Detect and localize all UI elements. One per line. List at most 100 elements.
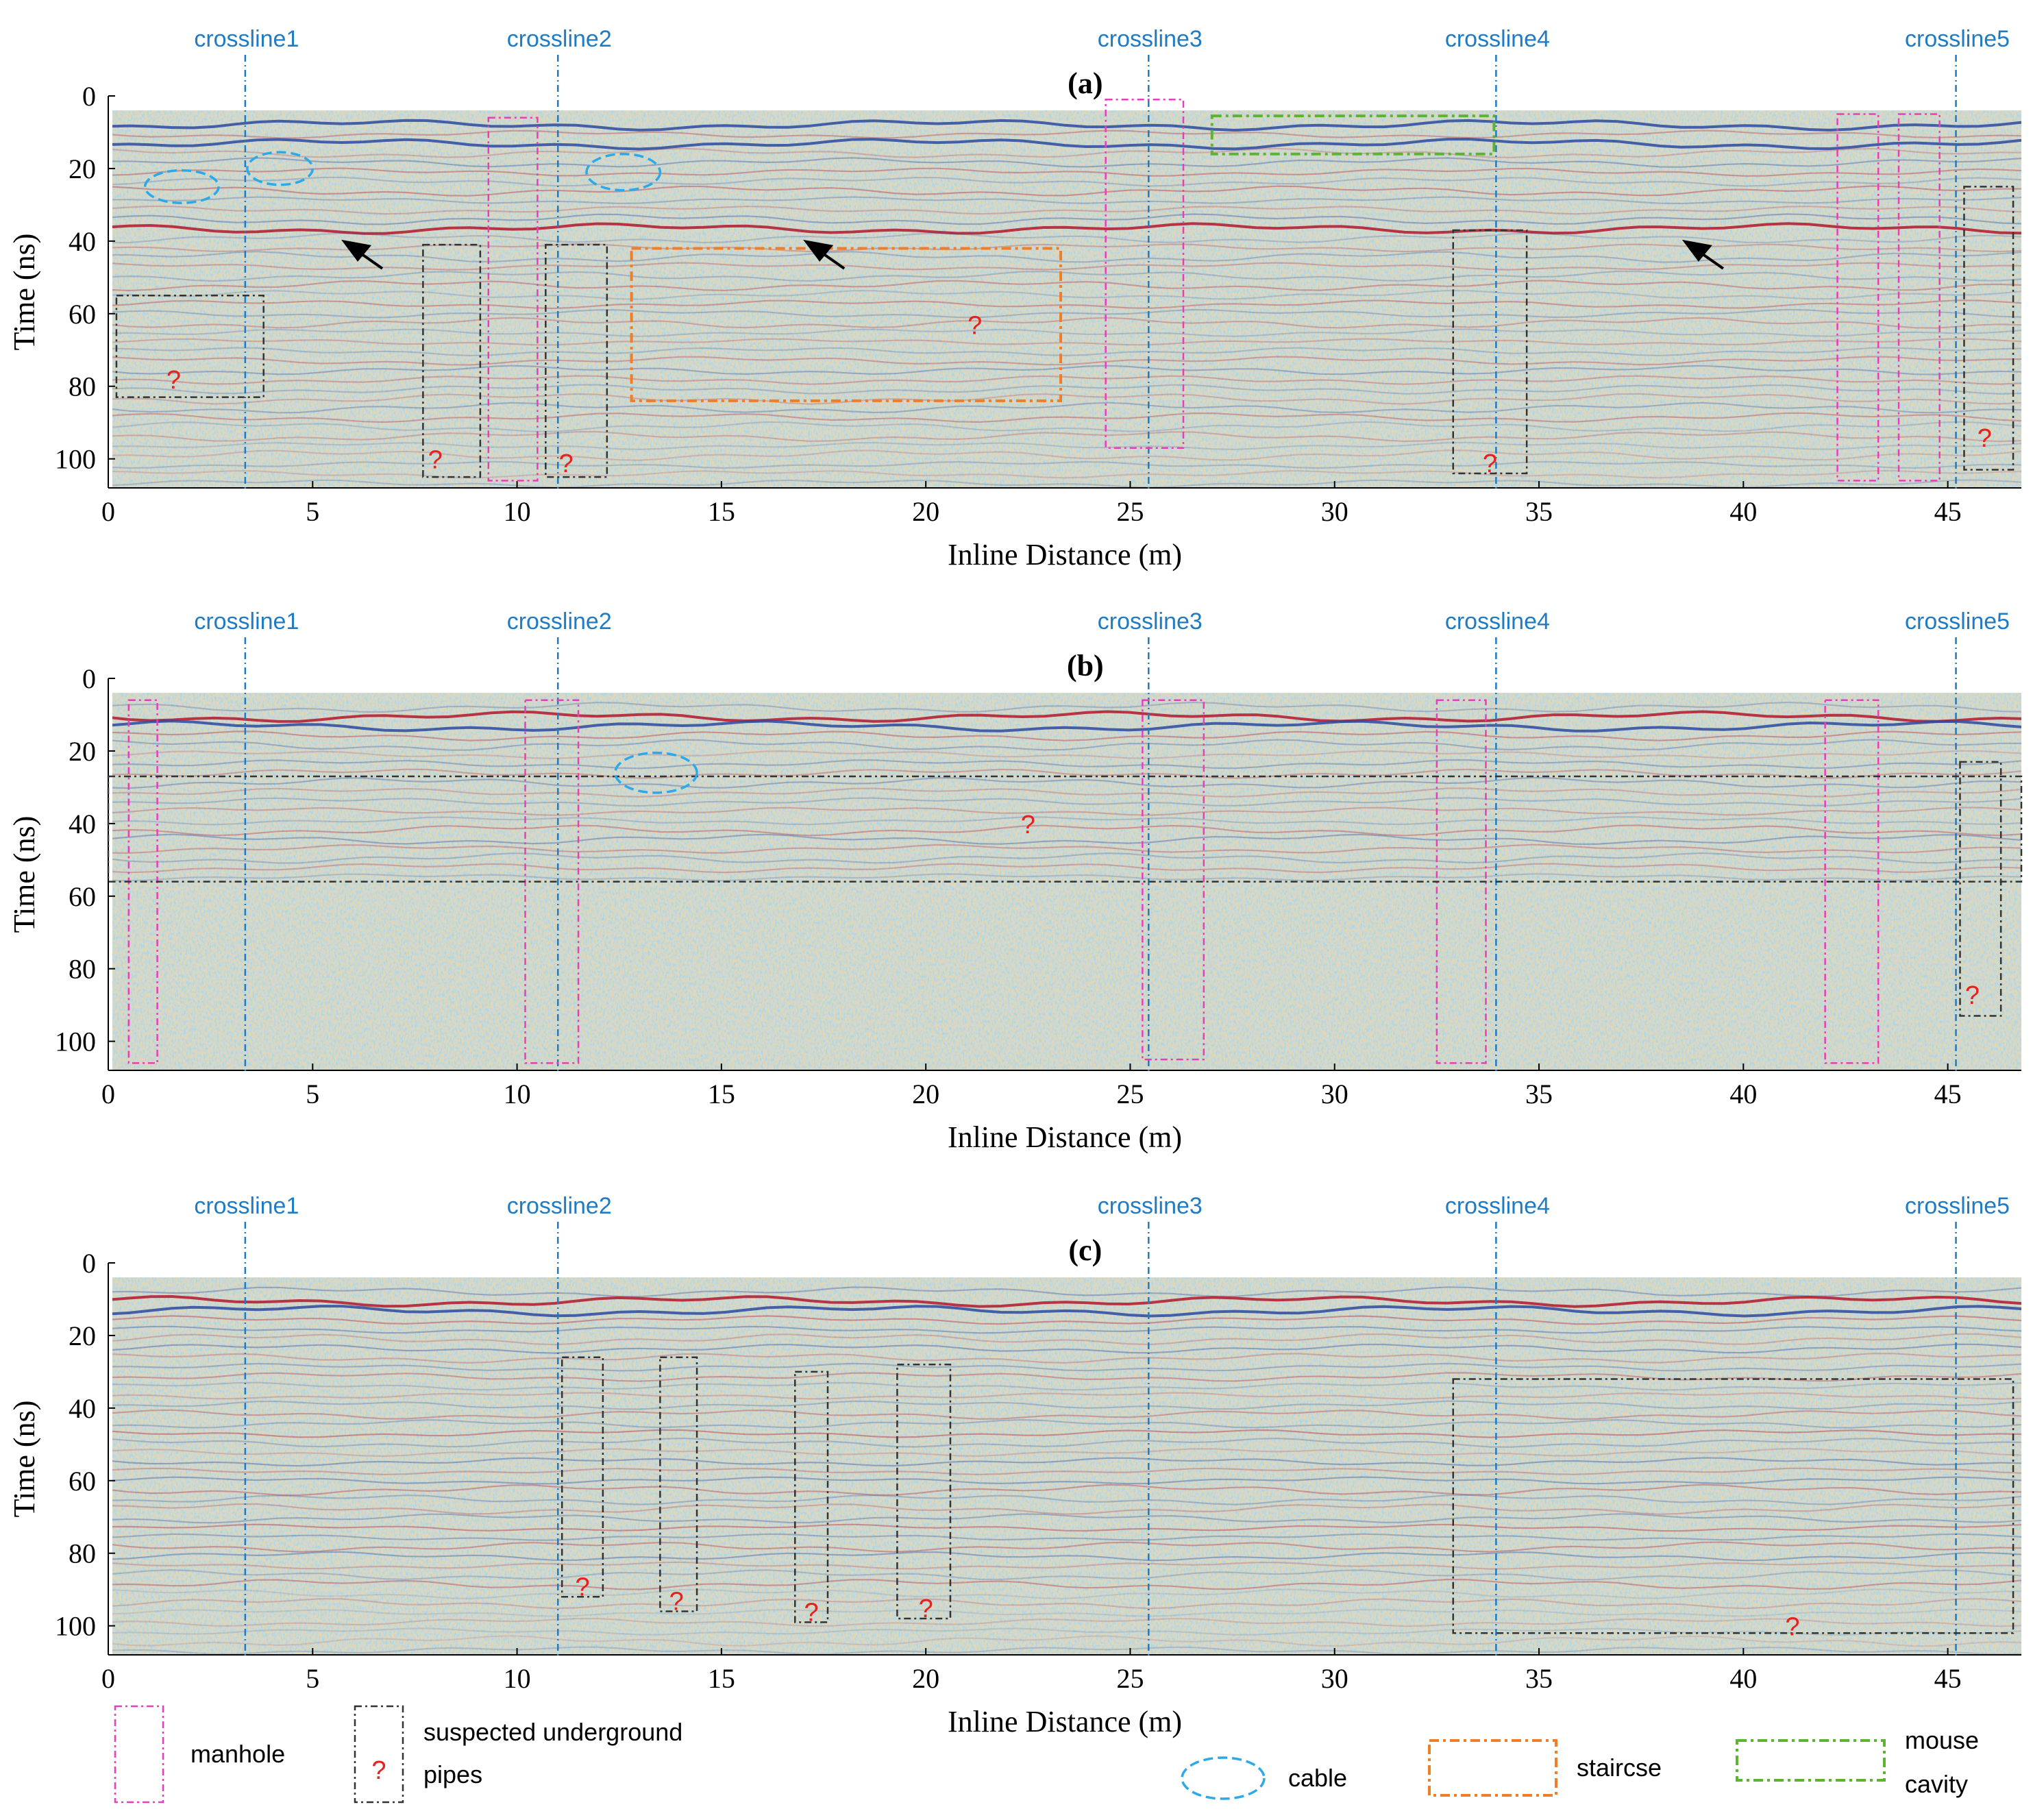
reflector-band bbox=[112, 441, 2021, 451]
arrow-head bbox=[803, 239, 834, 262]
reflector-band bbox=[112, 1437, 2021, 1448]
reflector-band bbox=[112, 750, 2021, 760]
x-tick-label: 10 bbox=[504, 1663, 531, 1694]
x-tick-label: 45 bbox=[1934, 1079, 1962, 1109]
pipe-box bbox=[1452, 1378, 2014, 1634]
reflector-band bbox=[112, 1447, 2021, 1458]
arrow-head bbox=[341, 239, 372, 262]
y-axis-title: Time (ns) bbox=[8, 1401, 41, 1518]
legend-pipe-label-line1: suspected underground bbox=[423, 1718, 682, 1746]
reflector-band bbox=[112, 1494, 2021, 1505]
pipe-question-mark: ? bbox=[1965, 981, 1980, 1010]
y-tick-label: 0 bbox=[82, 663, 96, 694]
legend-mouse_cavity-label-line1: mouse bbox=[1905, 1726, 1979, 1754]
y-tick-label: 40 bbox=[69, 809, 96, 839]
reflector-band bbox=[112, 1503, 2021, 1515]
reflector-band bbox=[112, 1608, 2021, 1617]
panel-1: 0 5 10 15 20 25 30 35 40 45 0 20 40 60 80 100 Inline Dis… bbox=[8, 608, 2023, 1154]
reflector-band bbox=[112, 412, 2021, 423]
x-tick-label: 35 bbox=[1525, 496, 1553, 527]
reflector-band bbox=[112, 308, 2021, 319]
reflector-band bbox=[112, 185, 2021, 197]
reflector-band bbox=[112, 393, 2021, 405]
reflector-band bbox=[112, 1333, 2021, 1346]
reflector-band bbox=[112, 176, 2021, 187]
crossline-label: crossline2 bbox=[507, 1193, 612, 1219]
reflector-band bbox=[112, 137, 2021, 151]
crossline-label: crossline5 bbox=[1905, 26, 2010, 52]
legend-mouse_cavity-swatch bbox=[1736, 1739, 1886, 1782]
reflector-band bbox=[112, 1400, 2021, 1410]
reflector-band bbox=[112, 317, 2021, 329]
reflector-band bbox=[112, 430, 2021, 443]
y-tick-label: 80 bbox=[69, 1538, 96, 1569]
reflector-band bbox=[112, 787, 2021, 798]
cable-ellipse bbox=[614, 751, 698, 794]
x-tick-label: 30 bbox=[1321, 1079, 1348, 1109]
legend-manhole-label: manhole bbox=[190, 1740, 285, 1768]
crossline-label: crossline3 bbox=[1098, 1193, 1203, 1219]
radargram bbox=[112, 1277, 2021, 1655]
reflector-band bbox=[112, 1541, 2021, 1553]
x-tick-label: 30 bbox=[1321, 1663, 1348, 1694]
x-tick-label: 45 bbox=[1934, 1663, 1962, 1694]
reflector-band bbox=[112, 1325, 2021, 1334]
y-tick-label: 20 bbox=[69, 736, 96, 767]
reflector-band bbox=[112, 1353, 2021, 1364]
reflector-band bbox=[112, 479, 2021, 488]
reflector-band bbox=[112, 365, 2021, 376]
reflector-band bbox=[112, 710, 2021, 723]
x-tick-label: 25 bbox=[1116, 1079, 1144, 1109]
reflector-band bbox=[112, 1513, 2021, 1524]
reflector-band bbox=[112, 375, 2021, 385]
manhole-box bbox=[487, 116, 539, 482]
pipe-question-mark: ? bbox=[428, 446, 443, 475]
y-tick-label: 100 bbox=[55, 1611, 96, 1642]
reflector-band bbox=[112, 384, 2021, 395]
reflector-band bbox=[112, 449, 2021, 461]
reflector-band bbox=[112, 338, 2021, 346]
y-tick-label: 20 bbox=[69, 1320, 96, 1351]
reflector-band bbox=[112, 222, 2021, 235]
pipe-box bbox=[1963, 186, 2014, 471]
pipe-question-mark: ? bbox=[559, 450, 574, 478]
reflector-band bbox=[112, 1561, 2021, 1570]
reflector-band bbox=[112, 1457, 2021, 1467]
y-tick-label: 60 bbox=[69, 881, 96, 912]
legend-cable-swatch bbox=[1181, 1756, 1266, 1800]
legend-manhole-swatch bbox=[114, 1705, 164, 1804]
x-tick-label: 45 bbox=[1934, 496, 1962, 527]
crossline-label: crossline4 bbox=[1445, 26, 1550, 52]
y-axis-title: Time (ns) bbox=[8, 234, 41, 351]
crossline-label: crossline1 bbox=[194, 608, 299, 635]
reflector-band bbox=[112, 873, 2021, 882]
reflector-band bbox=[112, 1569, 2021, 1581]
reflector-band bbox=[112, 824, 2021, 837]
reflector-band bbox=[112, 262, 2021, 271]
x-tick-label: 0 bbox=[101, 1079, 115, 1109]
y-tick-label: 60 bbox=[69, 1466, 96, 1497]
x-axis-title: Inline Distance (m) bbox=[948, 538, 1182, 571]
x-axis-title: Inline Distance (m) bbox=[948, 1705, 1182, 1738]
crossline-label: crossline4 bbox=[1445, 608, 1550, 635]
reflector-band bbox=[112, 460, 2021, 469]
y-tick-label: 80 bbox=[69, 954, 96, 985]
reflector-band bbox=[112, 1598, 2021, 1610]
reflector-band bbox=[112, 130, 2021, 139]
pipe-question-mark: ? bbox=[1977, 424, 1992, 453]
radargram-noise-fine bbox=[112, 110, 2021, 488]
reflector-band bbox=[112, 1635, 2021, 1647]
reflector-band bbox=[112, 1409, 2021, 1421]
y-tick-label: 0 bbox=[82, 81, 96, 112]
reflector-band bbox=[112, 167, 2021, 177]
reflector-band bbox=[112, 807, 2021, 816]
reflector-band bbox=[112, 863, 2021, 874]
manhole-box bbox=[1142, 699, 1205, 1061]
panel-0: 0 5 10 15 20 25 30 35 40 45 0 20 40 60 80 100 Inline Dis… bbox=[8, 26, 2021, 571]
reflector-band bbox=[112, 1294, 2021, 1308]
x-tick-label: 5 bbox=[306, 1079, 319, 1109]
crossline-label: crossline5 bbox=[1905, 608, 2010, 635]
x-tick-label: 5 bbox=[306, 1663, 319, 1694]
cable-ellipse bbox=[143, 169, 220, 204]
